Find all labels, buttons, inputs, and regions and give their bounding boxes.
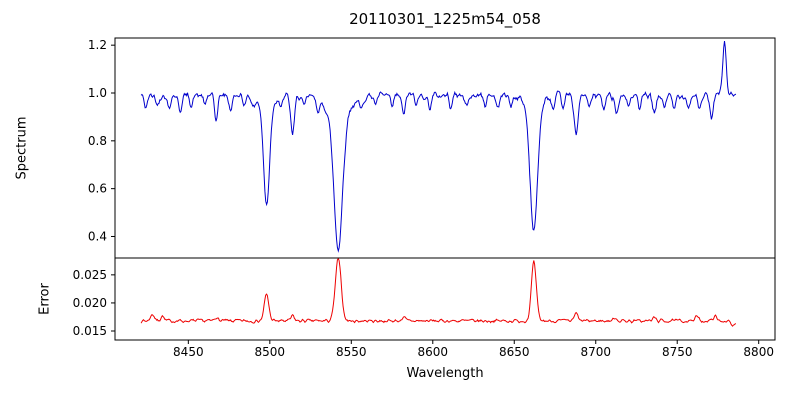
error-ytick-label: 0.020 (73, 296, 107, 310)
wavelength-tick-label: 8600 (418, 345, 449, 359)
chart-title: 20110301_1225m54_058 (349, 10, 541, 28)
wavelength-tick-label: 8500 (255, 345, 286, 359)
wavelength-tick-label: 8700 (580, 345, 611, 359)
spectrum-ytick-label: 0.6 (88, 182, 107, 196)
spectrum-ytick-label: 1.0 (88, 86, 107, 100)
error-panel-frame (114, 257, 776, 341)
wavelength-tick-label: 8800 (743, 345, 774, 359)
spectrum-line (140, 40, 737, 253)
spectrum-ytick-label: 1.2 (88, 38, 107, 52)
wavelength-tick-label: 8450 (173, 345, 204, 359)
spectrum-panel-frame (114, 37, 776, 259)
error-line (140, 258, 737, 327)
wavelength-tick-label: 8650 (499, 345, 530, 359)
error-ytick-label: 0.025 (73, 268, 107, 282)
spectrum-ytick-label: 0.8 (88, 134, 107, 148)
error-ytick-label: 0.015 (73, 324, 107, 338)
wavelength-tick-label: 8750 (662, 345, 693, 359)
wavelength-axis-label: Wavelength (406, 366, 484, 381)
spectrum-ytick-label: 0.4 (88, 229, 107, 243)
wavelength-tick-label: 8550 (336, 345, 367, 359)
